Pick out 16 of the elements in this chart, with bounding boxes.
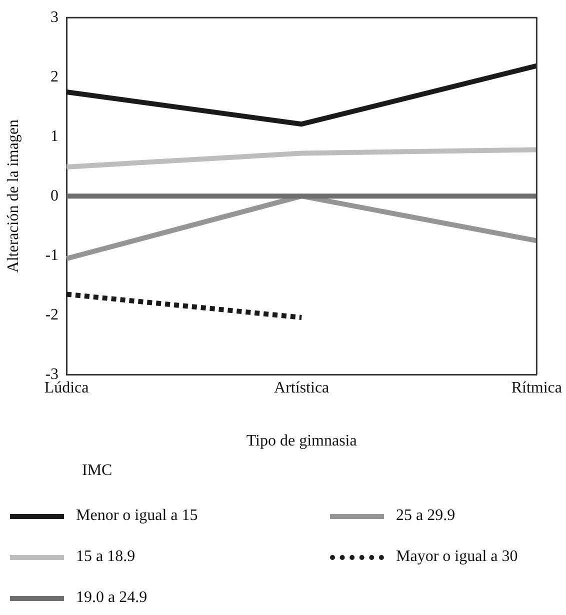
legend-label: Menor o igual a 15 [76, 507, 198, 525]
legend-label: 19.0 a 24.9 [76, 589, 148, 607]
y-tick-label: -1 [45, 246, 59, 264]
legend-title: IMC [82, 462, 112, 480]
legend-label: 25 a 29.9 [396, 507, 456, 525]
x-tick-label: Artística [274, 379, 330, 396]
legend-label: Mayor o igual a 30 [396, 548, 518, 566]
y-tick-label: 3 [50, 8, 59, 26]
y-tick-label: 1 [50, 128, 59, 145]
y-tick-label: -2 [45, 306, 59, 324]
x-tick-label: Rítmica [511, 379, 562, 396]
y-axis-title: Alteración de la imagen [4, 119, 22, 273]
legend-label: 15 a 18.9 [76, 548, 136, 566]
x-axis-title: Tipo de gimnasia [246, 432, 357, 450]
y-tick-label: 2 [50, 68, 59, 86]
y-tick-label: 0 [50, 187, 59, 204]
